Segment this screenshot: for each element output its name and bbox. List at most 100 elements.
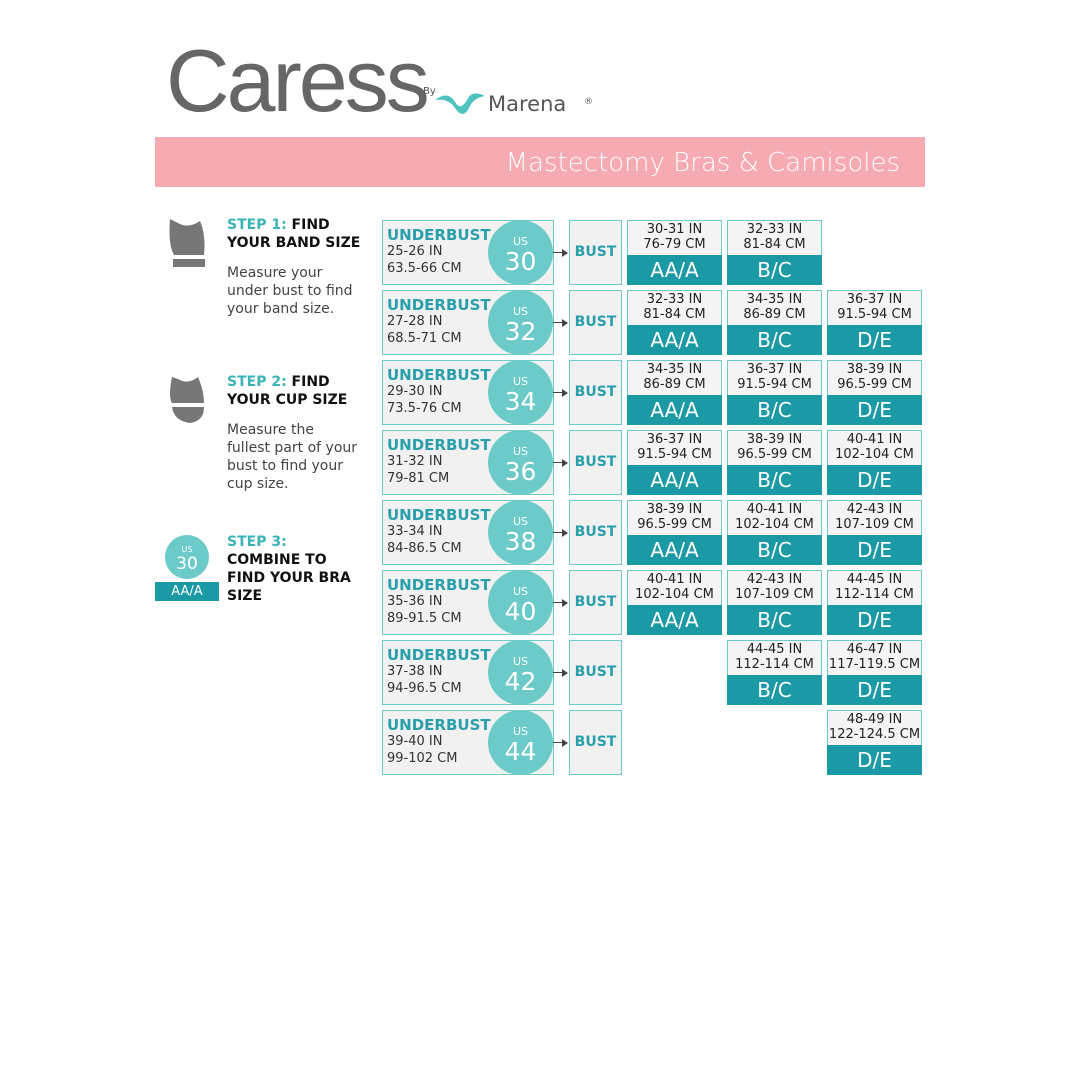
- underbust-label: UNDERBUST: [387, 576, 491, 594]
- underbust-inches: 35-36 IN: [387, 594, 443, 609]
- bust-label: BUST: [574, 244, 617, 260]
- underbust-inches: 27-28 IN: [387, 314, 443, 329]
- underbust-inches: 29-30 IN: [387, 384, 443, 399]
- band-size: 38: [504, 527, 537, 556]
- underbust-inches: 39-40 IN: [387, 734, 443, 749]
- bust-cm: 96.5-99 CM: [637, 517, 712, 532]
- cup-size: B/C: [727, 325, 822, 355]
- underbust-inches: 33-34 IN: [387, 524, 443, 539]
- us-label: US: [512, 235, 529, 248]
- bust-box: [569, 570, 622, 635]
- bust-label: BUST: [574, 594, 617, 610]
- bust-cm: 117-119.5 CM: [828, 657, 921, 672]
- bust-inches: 32-33 IN: [746, 222, 803, 237]
- step3-cup: AA/A: [155, 582, 219, 601]
- us-label: US: [512, 515, 529, 528]
- band-size: 34: [504, 387, 537, 416]
- brand: Caress: [166, 31, 430, 130]
- partner-logo: [435, 93, 485, 114]
- arrow: [553, 672, 564, 673]
- bust-cm: 91.5-94 CM: [837, 307, 912, 322]
- cup-size: AA/A: [627, 395, 722, 425]
- bust-box: [569, 710, 622, 775]
- band-size: 32: [504, 317, 537, 346]
- bust-inches: 40-41 IN: [846, 432, 903, 447]
- bust-box: [569, 640, 622, 705]
- bust-box: [569, 500, 622, 565]
- underbust-label: UNDERBUST: [387, 436, 491, 454]
- arrow: [553, 602, 564, 603]
- underbust-inches: 25-26 IN: [387, 244, 443, 259]
- band-circle: [488, 430, 553, 495]
- bust-inches: 42-43 IN: [846, 502, 903, 517]
- bust-inches: 36-37 IN: [646, 432, 703, 447]
- cup-size: D/E: [827, 535, 922, 565]
- underbust-cm: 79-81 CM: [387, 471, 450, 486]
- bust-box: [569, 290, 622, 355]
- bust-cm: 86-89 CM: [643, 377, 706, 392]
- underbust-label: UNDERBUST: [387, 716, 491, 734]
- us-label: US: [512, 655, 529, 668]
- arrow-head: [562, 599, 568, 607]
- cup-size: D/E: [827, 605, 922, 635]
- bust-inches: 44-45 IN: [746, 642, 803, 657]
- bust-inches: 48-49 IN: [846, 712, 903, 727]
- bust-cm: 107-109 CM: [735, 587, 814, 602]
- arrow-head: [562, 249, 568, 257]
- cup-size: B/C: [727, 675, 822, 705]
- bust-cm: 81-84 CM: [643, 307, 706, 322]
- bust-cm: 91.5-94 CM: [737, 377, 812, 392]
- bust-label: BUST: [574, 664, 617, 680]
- underbust-label: UNDERBUST: [387, 226, 491, 244]
- bust-inches: 32-33 IN: [646, 292, 703, 307]
- bust-box: [569, 430, 622, 495]
- underbust-inches: 37-38 IN: [387, 664, 443, 679]
- underbust-inches: 31-32 IN: [387, 454, 443, 469]
- band-size: 30: [504, 247, 537, 276]
- bust-cm: 112-114 CM: [835, 587, 914, 602]
- band-circle: [488, 640, 553, 705]
- bust-cm: 122-124.5 CM: [828, 727, 921, 742]
- bust-inches: 44-45 IN: [846, 572, 903, 587]
- registered: ®: [584, 97, 593, 107]
- cup-size: D/E: [827, 325, 922, 355]
- arrow: [553, 462, 564, 463]
- cup-size: AA/A: [627, 605, 722, 635]
- bust-inches: 36-37 IN: [846, 292, 903, 307]
- step-title: STEP 2: FIND YOUR CUP SIZE: [227, 374, 348, 408]
- step3-circle: [165, 535, 209, 579]
- underbust-label: UNDERBUST: [387, 296, 491, 314]
- banner: [155, 137, 925, 187]
- band-size: 36: [504, 457, 537, 486]
- us-label: US: [512, 445, 529, 458]
- partner: Marena: [488, 92, 567, 116]
- bust-label: BUST: [574, 524, 617, 540]
- cup-size: D/E: [827, 465, 922, 495]
- arrow-head: [562, 459, 568, 467]
- arrow: [553, 532, 564, 533]
- band-size: 44: [504, 737, 537, 766]
- bust-cm: 96.5-99 CM: [737, 447, 812, 462]
- arrow: [553, 252, 564, 253]
- bust-inches: 38-39 IN: [746, 432, 803, 447]
- bust-label: BUST: [574, 734, 617, 750]
- cup-size: D/E: [827, 395, 922, 425]
- bust-cm: 102-104 CM: [635, 587, 714, 602]
- band-size: 40: [504, 597, 537, 626]
- cup-size: B/C: [727, 465, 822, 495]
- step3-band: 30: [176, 554, 198, 574]
- bust-inches: 40-41 IN: [746, 502, 803, 517]
- bust-inches: 46-47 IN: [846, 642, 903, 657]
- step-text: Measure your under bust to find your ban…: [227, 265, 353, 317]
- cup-size: B/C: [727, 605, 822, 635]
- bust-cm: 107-109 CM: [835, 517, 914, 532]
- bust-inches: 38-39 IN: [846, 362, 903, 377]
- by: By: [423, 86, 436, 97]
- arrow-head: [562, 529, 568, 537]
- band-circle: [488, 290, 553, 355]
- bust-cm: 102-104 CM: [835, 447, 914, 462]
- trademark: ™: [407, 64, 417, 75]
- arrow: [553, 742, 564, 743]
- bust-inches: 34-35 IN: [646, 362, 703, 377]
